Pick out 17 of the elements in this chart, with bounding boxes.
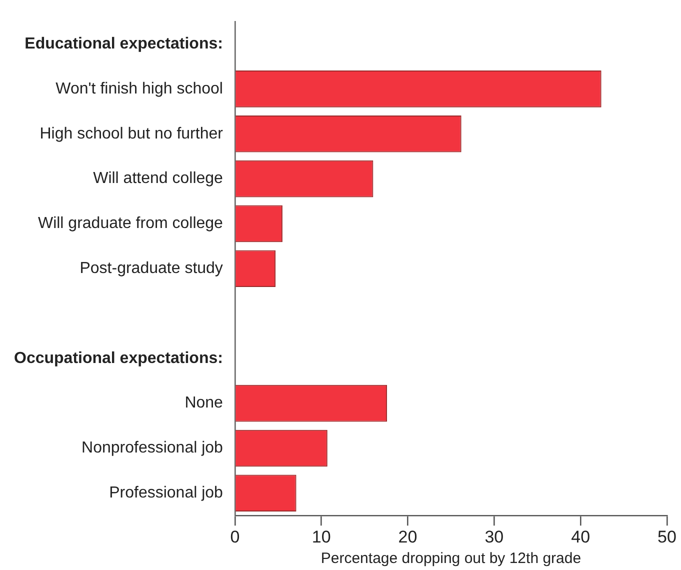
x-tick-label: 30 [484, 527, 504, 546]
x-tick-label: 20 [398, 527, 418, 546]
y-tick-label: Won't finish high school [56, 80, 223, 98]
y-tick-label: Nonprofessional job [82, 440, 224, 457]
x-tick-label: 0 [230, 527, 240, 546]
x-tick-label: 50 [658, 527, 676, 546]
y-tick-label: Professional job [109, 484, 224, 502]
x-tick-label: 10 [312, 527, 331, 546]
x-axis-title: Percentage dropping out by 12th grade [320, 550, 582, 568]
y-tick-label: None [184, 394, 224, 412]
y-tick-label: Will graduate from college [38, 215, 224, 232]
y-tick-label: High school but no further [40, 125, 224, 142]
y-tick-label: Post-graduate study [80, 260, 223, 278]
text: Occupational expectations: [14, 350, 223, 367]
y-tick-label: Will attend college [93, 170, 224, 188]
text: Educational expectations: [24, 35, 223, 52]
x-tick-label: 40 [571, 527, 590, 546]
